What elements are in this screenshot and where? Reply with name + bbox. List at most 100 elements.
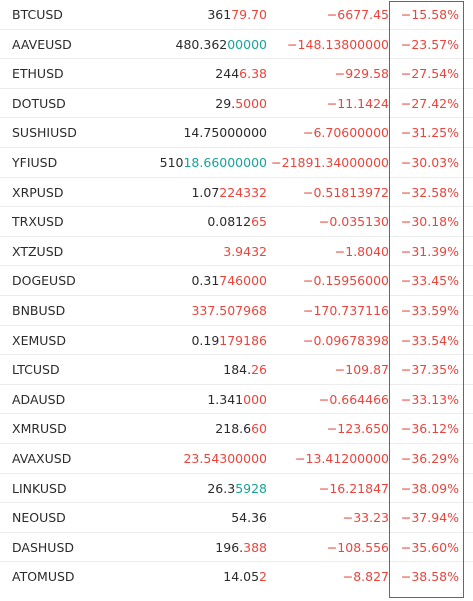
table-row[interactable]: BTCUSD 36179.70 −6677.45 −15.58% (0, 0, 473, 30)
change-cell: −148.13800000 (287, 36, 389, 52)
change-cell: −16.21847 (318, 480, 389, 496)
table-row[interactable]: ATOMUSD 14.052 −8.827 −38.58% (0, 562, 473, 592)
table-row[interactable]: XEMUSD 0.19179186 −0.09678398 −33.54% (0, 326, 473, 356)
table-row[interactable]: ADAUSD 1.341000 −0.664466 −33.13% (0, 385, 473, 415)
price-changed-digits: 224332 (219, 184, 267, 200)
symbol-cell: BNBUSD (12, 302, 66, 318)
price-changed-digits: 6.38 (239, 66, 267, 82)
table-row[interactable]: DASHUSD 196.388 −108.556 −35.60% (0, 533, 473, 563)
table-row[interactable]: AVAXUSD 23.54300000 −13.41200000 −36.29% (0, 444, 473, 474)
percent-change-cell: −37.94% (400, 510, 459, 526)
price-changed-digits: 79.70 (231, 7, 267, 22)
price-cell: 0.19179186 (191, 326, 267, 355)
change-cell: −21891.34000000 (271, 154, 389, 170)
price-changed-digits: 179186 (219, 332, 267, 348)
price-cell: 1.341000 (207, 385, 267, 414)
table-row[interactable]: AAVEUSD 480.36200000 −148.13800000 −23.57% (0, 30, 473, 60)
change-cell: −0.035130 (318, 214, 389, 230)
change-cell: −0.09678398 (302, 332, 389, 348)
symbol-cell: AVAXUSD (12, 450, 72, 466)
percent-change-cell: −38.09% (400, 480, 459, 496)
change-cell: −0.15956000 (302, 273, 389, 289)
table-row[interactable]: NEOUSD 54.36 −33.23 −37.94% (0, 503, 473, 533)
change-cell: −1.8040 (334, 243, 389, 259)
price-base: 29. (215, 95, 236, 111)
symbol-cell: TRXUSD (12, 214, 64, 230)
percent-change-cell: −27.42% (400, 95, 459, 111)
symbol-cell: XRPUSD (12, 184, 64, 200)
table-row[interactable]: LTCUSD 184.26 −109.87 −37.35% (0, 355, 473, 385)
symbol-cell: YFIUSD (12, 154, 58, 170)
percent-change-cell: −32.58% (400, 184, 459, 200)
price-base: 0.31 (191, 273, 220, 289)
price-cell: 184.26 (223, 355, 267, 384)
price-cell: 196.388 (215, 533, 267, 562)
price-changed-digits: 18.66000000 (183, 154, 267, 170)
price-changed-digits: 3.9432 (223, 243, 267, 259)
price-changed-digits: 2 (259, 569, 267, 585)
price-changed-digits: 5928 (235, 480, 267, 496)
percent-change-cell: −31.39% (400, 243, 459, 259)
change-cell: −6677.45 (326, 7, 389, 22)
table-row[interactable]: XTZUSD 3.9432 −1.8040 −31.39% (0, 237, 473, 267)
price-cell: 51018.66000000 (160, 148, 267, 177)
price-base: 0.19 (191, 332, 220, 348)
table-row[interactable]: YFIUSD 51018.66000000 −21891.34000000 −30.0… (0, 148, 473, 178)
symbol-cell: XMRUSD (12, 421, 67, 437)
price-cell: 36179.70 (207, 0, 267, 29)
price-cell: 14.75000000 (183, 118, 267, 147)
table-row[interactable]: BNBUSD 337.507968 −170.737116 −33.59% (0, 296, 473, 326)
change-cell: −0.664466 (318, 391, 389, 407)
table-row[interactable]: XMRUSD 218.660 −123.650 −36.12% (0, 414, 473, 444)
table-row[interactable]: LINKUSD 26.35928 −16.21847 −38.09% (0, 474, 473, 504)
percent-change-cell: −37.35% (400, 362, 459, 378)
percent-change-cell: −36.12% (400, 421, 459, 437)
price-changed-digits: 5000 (235, 95, 267, 111)
price-changed-digits: 65 (251, 214, 267, 230)
table-row[interactable]: TRXUSD 0.081265 −0.035130 −30.18% (0, 207, 473, 237)
price-cell: 480.36200000 (176, 30, 267, 59)
table-row[interactable]: XRPUSD 1.07224332 −0.51813972 −32.58% (0, 178, 473, 208)
price-changed-digits: 000 (243, 391, 267, 407)
price-cell: 26.35928 (207, 474, 267, 503)
symbol-cell: ATOMUSD (12, 569, 75, 585)
symbol-cell: LINKUSD (12, 480, 67, 496)
price-base: 54.36 (231, 510, 267, 526)
symbol-cell: XTZUSD (12, 243, 64, 259)
table-row[interactable]: SUSHIUSD 14.75000000 −6.70600000 −31.25% (0, 118, 473, 148)
price-changed-digits: 746000 (219, 273, 267, 289)
change-cell: −13.41200000 (295, 450, 389, 466)
change-cell: −11.1424 (326, 95, 389, 111)
percent-change-cell: −36.29% (400, 450, 459, 466)
percent-change-cell: −27.54% (400, 66, 459, 82)
percent-change-cell: −33.59% (400, 302, 459, 318)
symbol-cell: ETHUSD (12, 66, 64, 82)
price-changed-digits: 60 (251, 421, 267, 437)
price-base: 244 (215, 66, 240, 82)
price-cell: 3.9432 (223, 237, 267, 266)
price-cell: 1.07224332 (191, 178, 267, 207)
table-row[interactable]: ETHUSD 2446.38 −929.58 −27.54% (0, 59, 473, 89)
change-cell: −108.556 (326, 539, 389, 555)
price-base: 14.05 (223, 569, 260, 585)
price-changed-digits: 00000 (227, 36, 267, 52)
price-base: 14.75000000 (183, 125, 267, 141)
symbol-cell: DOTUSD (12, 95, 66, 111)
change-cell: −109.87 (334, 362, 389, 378)
price-cell: 218.660 (215, 414, 267, 443)
price-cell: 0.31746000 (191, 266, 267, 295)
price-changed-digits: 388 (243, 539, 267, 555)
change-cell: −8.827 (342, 569, 389, 585)
table-row[interactable]: DOGEUSD 0.31746000 −0.15956000 −33.45% (0, 266, 473, 296)
symbol-cell: AAVEUSD (12, 36, 72, 52)
price-base: 0.0812 (207, 214, 252, 230)
percent-change-cell: −33.45% (400, 273, 459, 289)
percent-change-cell: −15.58% (400, 7, 459, 22)
price-base: 510 (159, 154, 184, 170)
change-cell: −6.70600000 (302, 125, 389, 141)
symbol-cell: XEMUSD (12, 332, 66, 348)
table-row[interactable]: DOTUSD 29.5000 −11.1424 −27.42% (0, 89, 473, 119)
price-changed-digits: 337.507968 (191, 302, 267, 318)
price-changed-digits: 26 (251, 362, 267, 378)
price-cell: 2446.38 (215, 59, 267, 88)
